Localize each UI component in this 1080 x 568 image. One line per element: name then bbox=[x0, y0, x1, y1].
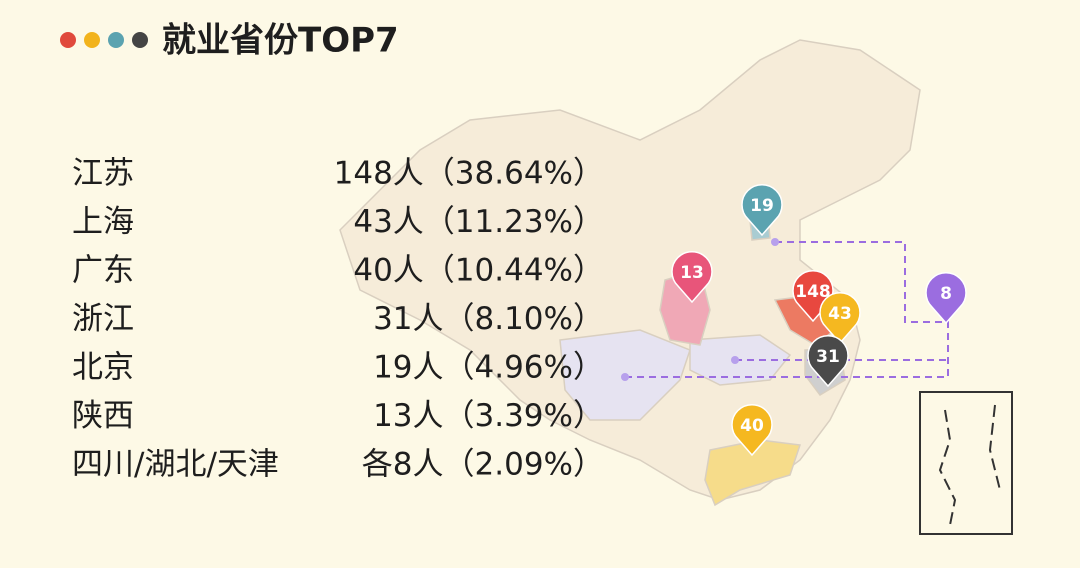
dot bbox=[108, 32, 124, 48]
province-guangdong bbox=[704, 439, 802, 507]
province-name: 陕西 bbox=[72, 398, 134, 434]
pin-label: 43 bbox=[828, 304, 852, 324]
province-name: 江苏 bbox=[72, 156, 134, 192]
connector-dot bbox=[731, 356, 739, 364]
map-pin bbox=[819, 291, 861, 345]
pin-label: 40 bbox=[740, 416, 764, 436]
province-value: 40人（10.44%） bbox=[353, 253, 604, 289]
province-name: 浙江 bbox=[72, 301, 134, 337]
connector bbox=[625, 241, 949, 378]
inset-islands bbox=[938, 404, 1001, 526]
province-value: 43人（11.23%） bbox=[353, 204, 604, 240]
province-name: 北京 bbox=[72, 350, 134, 386]
province-value: 148人（38.64%） bbox=[334, 156, 604, 192]
province-value: 各8人（2.09%） bbox=[362, 447, 604, 483]
connector-dot bbox=[771, 238, 779, 246]
map-pin bbox=[731, 403, 773, 457]
dot bbox=[84, 32, 100, 48]
province-value: 19人（4.96%） bbox=[373, 350, 604, 386]
pin-label: 13 bbox=[680, 263, 704, 283]
map-pin bbox=[807, 334, 849, 388]
province-value: 13人（3.39%） bbox=[373, 398, 604, 434]
pin-label: 19 bbox=[750, 196, 774, 216]
province-name: 四川/湖北/天津 bbox=[72, 447, 279, 483]
map-pin bbox=[741, 183, 783, 237]
dot bbox=[60, 32, 76, 48]
inset-frame bbox=[919, 391, 1013, 535]
pin-label: 8 bbox=[940, 284, 952, 304]
province-value: 31人（8.10%） bbox=[373, 301, 604, 337]
pin-label: 31 bbox=[816, 347, 840, 367]
connector-dot bbox=[621, 373, 629, 381]
map-pin bbox=[925, 271, 967, 325]
pin-label: 148 bbox=[795, 282, 831, 302]
map-pin bbox=[671, 250, 713, 304]
province-name: 广东 bbox=[72, 253, 134, 289]
dot bbox=[132, 32, 148, 48]
province-name: 上海 bbox=[72, 204, 134, 240]
title: 就业省份TOP7 bbox=[162, 21, 399, 61]
